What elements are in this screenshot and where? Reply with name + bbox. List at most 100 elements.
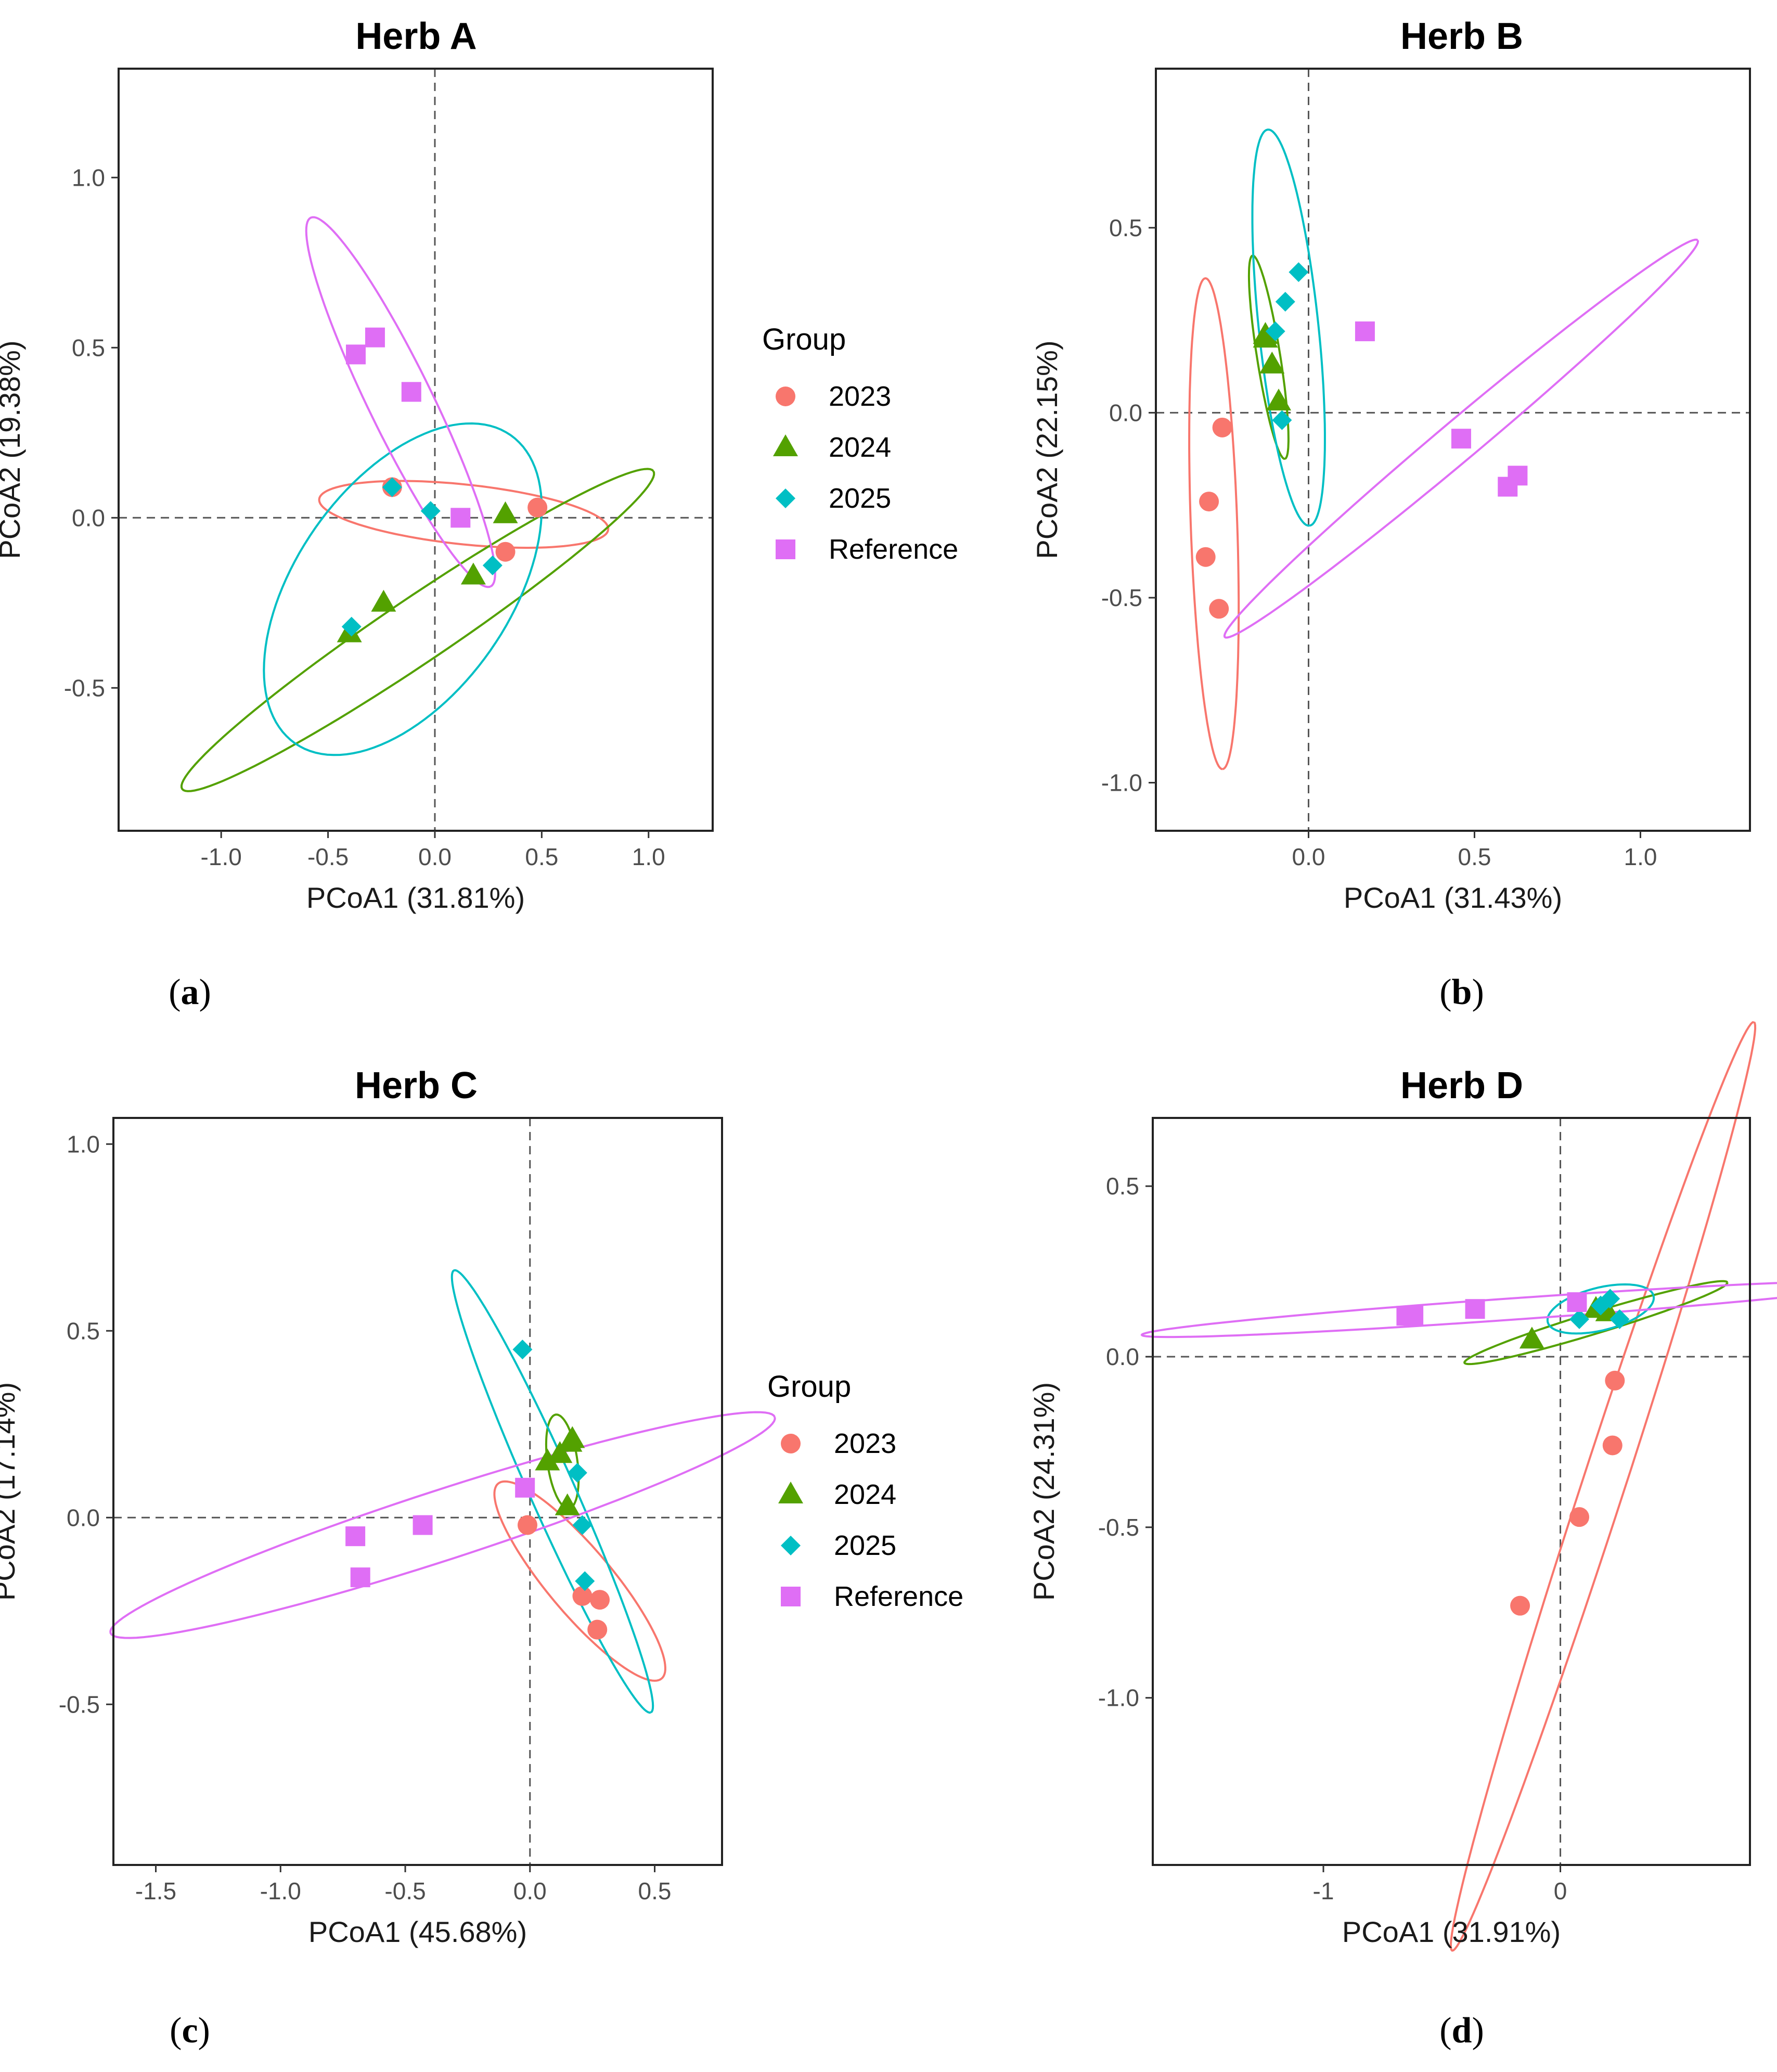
y-tick-label: -0.5: [59, 1691, 100, 1718]
point-2025: [1609, 1309, 1630, 1329]
ellipse-2023: [1449, 1021, 1757, 1952]
point-2023: [1569, 1507, 1589, 1527]
x-tick-label: -0.5: [307, 843, 349, 870]
legend-label: Reference: [829, 534, 958, 565]
point-2023: [1199, 492, 1219, 512]
y-tick-label: 0.0: [1109, 399, 1142, 426]
caption-paren: (: [1439, 2011, 1451, 2051]
point-2023: [1209, 599, 1229, 619]
caption-letter: c: [182, 2011, 198, 2051]
point-2023: [587, 1619, 608, 1640]
panel-a: Herb A -1.0 -0.5 0.0 0.5 1.0 -0.5 0.0 0.5 1.0 PCoA…: [0, 16, 714, 1012]
ellipse-2025: [1251, 128, 1326, 527]
y-tick-label: 1.0: [72, 164, 105, 191]
x-tick-label: -1.0: [201, 843, 242, 870]
y-tick-label: 0.5: [1109, 214, 1142, 241]
ellipse-2024: [1463, 1280, 1729, 1366]
point-2024: [547, 1441, 573, 1463]
x-tick-label: 1.0: [632, 843, 665, 870]
y-tick-label: 0.5: [1106, 1173, 1139, 1200]
legend-label: 2024: [834, 1479, 896, 1510]
x-tick-label: -1.5: [135, 1877, 176, 1904]
point-2025: [420, 501, 441, 521]
caption-paren: (: [1439, 972, 1451, 1012]
caption-paren: ): [198, 2011, 210, 2051]
point-2023: [1605, 1370, 1625, 1391]
legend: Group 2023 2024 2025 Reference: [762, 323, 958, 565]
ellipse-reference: [1140, 1282, 1777, 1339]
legend-key-2024: [778, 1482, 803, 1503]
panel-caption: (a): [169, 972, 211, 1012]
y-axis-title: PCoA2 (24.31%): [1027, 1382, 1060, 1601]
point-2025: [575, 1571, 595, 1591]
ellipse-2025: [450, 1269, 654, 1714]
point-2023: [590, 1590, 610, 1610]
point-2023: [572, 1586, 593, 1606]
x-tick-label: 0.5: [525, 843, 558, 870]
chart-title: Herb A: [355, 16, 477, 57]
x-axis-title: PCoA1 (31.43%): [1344, 881, 1562, 914]
panel-caption: (b): [1439, 972, 1484, 1012]
point-2025: [1569, 1309, 1589, 1329]
caption-letter: d: [1452, 2011, 1472, 2051]
caption-paren: (: [170, 2011, 182, 2051]
point-2025: [1272, 410, 1292, 430]
point-2025: [512, 1340, 533, 1360]
x-tick-label: -0.5: [384, 1877, 426, 1904]
x-axis-title: PCoA1 (45.68%): [308, 1915, 527, 1948]
point-2024: [560, 1426, 585, 1448]
legend-key-2025: [781, 1536, 801, 1555]
point-2024: [493, 501, 518, 523]
ellipse-2024: [545, 1413, 580, 1510]
point-reference: [1403, 1306, 1424, 1326]
panel-d: Herb D -1 0 -1.0 -0.5 0.0 0.5 PCoA1 (31.91%) PCo…: [1027, 1021, 1777, 2051]
x-tick-label: -1: [1313, 1877, 1334, 1904]
legend-title: Group: [767, 1370, 851, 1404]
caption-paren: (: [169, 972, 181, 1012]
legend-label: 2025: [829, 483, 891, 514]
chart-title: Herb D: [1400, 1065, 1523, 1106]
point-2024: [555, 1493, 580, 1515]
y-tick-label: -0.5: [1098, 1514, 1139, 1541]
point-2023: [1195, 547, 1216, 567]
y-tick-label: 0.5: [67, 1317, 100, 1344]
y-tick-label: 1.0: [67, 1130, 100, 1157]
point-reference: [345, 1526, 366, 1547]
ellipse-2024: [181, 468, 655, 792]
plot-frame: [112, 1117, 723, 1866]
y-axis-title: PCoA2 (19.38%): [0, 340, 26, 559]
ellipse-2025: [263, 422, 543, 756]
plot-frame: [118, 68, 714, 832]
y-tick-label: 0.5: [72, 334, 105, 361]
point-2025: [1600, 1289, 1620, 1309]
legend-label: 2023: [829, 381, 891, 412]
point-reference: [1451, 429, 1471, 449]
point-2023: [527, 497, 548, 518]
ellipse-2025: [1546, 1283, 1655, 1335]
point-2024: [371, 589, 396, 612]
panel-caption: (c): [170, 2011, 210, 2051]
point-reference: [1465, 1299, 1485, 1319]
point-reference: [413, 1515, 433, 1535]
point-2025: [382, 477, 402, 497]
caption-paren: ): [1472, 972, 1484, 1012]
point-2024: [460, 562, 486, 585]
legend-label: 2024: [829, 432, 891, 463]
point-2025: [1289, 262, 1309, 282]
ellipse-reference: [305, 216, 496, 588]
legend-key-reference: [781, 1587, 801, 1606]
y-tick-label: 0.0: [1106, 1343, 1139, 1370]
x-tick-label: 0.0: [513, 1877, 547, 1904]
point-2024: [535, 1448, 560, 1471]
point-2023: [517, 1515, 537, 1535]
x-tick-label: 0.0: [1292, 843, 1325, 870]
point-reference: [345, 344, 366, 365]
point-2023: [495, 542, 516, 562]
caption-paren: ): [1472, 2011, 1484, 2051]
x-tick-label: 0.0: [418, 843, 452, 870]
legend: Group 2023 2024 2025 Reference: [767, 1370, 963, 1612]
point-2023: [1510, 1595, 1530, 1616]
y-tick-label: -1.0: [1098, 1684, 1139, 1711]
y-tick-label: 0.0: [67, 1504, 100, 1531]
